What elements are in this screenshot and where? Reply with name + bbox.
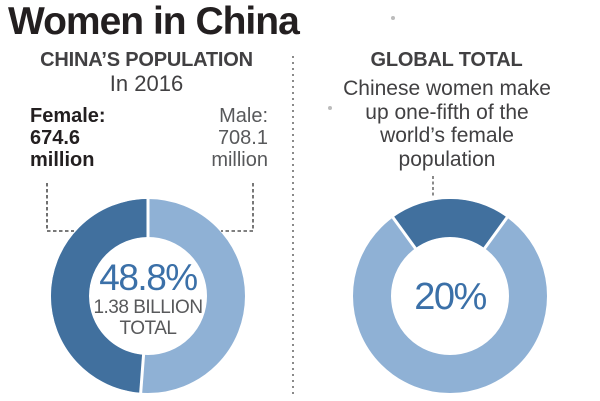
page-title: Women in China bbox=[8, 0, 300, 43]
global-total-description: Chinese women make up one-fifth of the w… bbox=[300, 77, 594, 171]
china-donut-center-label: 48.8% 1.38 BILLION TOTAL bbox=[93, 257, 203, 340]
female-value: 674.6 bbox=[30, 127, 81, 149]
decorative-dot bbox=[391, 16, 395, 20]
male-label: Male: bbox=[219, 105, 268, 127]
global-total-donut-chart bbox=[353, 199, 547, 393]
total-population-line1: 1.38 BILLION bbox=[93, 297, 203, 318]
global-percent-value: 20% bbox=[414, 276, 487, 318]
decorative-dot bbox=[328, 106, 332, 110]
male-callout-label: Male: 708.1 million bbox=[168, 105, 268, 171]
description-line: population bbox=[398, 147, 496, 171]
left-panel-subheading: In 2016 bbox=[109, 71, 184, 96]
description-line: up one-fifth of the bbox=[365, 100, 529, 124]
dotted-divider bbox=[292, 56, 294, 394]
male-unit: million bbox=[211, 149, 268, 171]
female-label: Female: bbox=[30, 105, 106, 127]
description-line: world’s female bbox=[380, 124, 514, 147]
left-panel-heading: CHINA’S POPULATION bbox=[40, 49, 253, 71]
female-percent-value: 48.8% bbox=[99, 257, 198, 298]
male-value: 708.1 bbox=[217, 127, 268, 149]
right-panel-heading: GLOBAL TOTAL bbox=[370, 49, 523, 71]
female-callout-label: Female: 674.6 million bbox=[30, 105, 106, 171]
global-donut-center-label: 20% bbox=[414, 276, 487, 318]
female-unit: million bbox=[30, 149, 95, 171]
total-population-line2: TOTAL bbox=[119, 318, 177, 339]
china-population-donut-chart bbox=[51, 195, 245, 397]
description-line: Chinese women make bbox=[343, 77, 551, 100]
